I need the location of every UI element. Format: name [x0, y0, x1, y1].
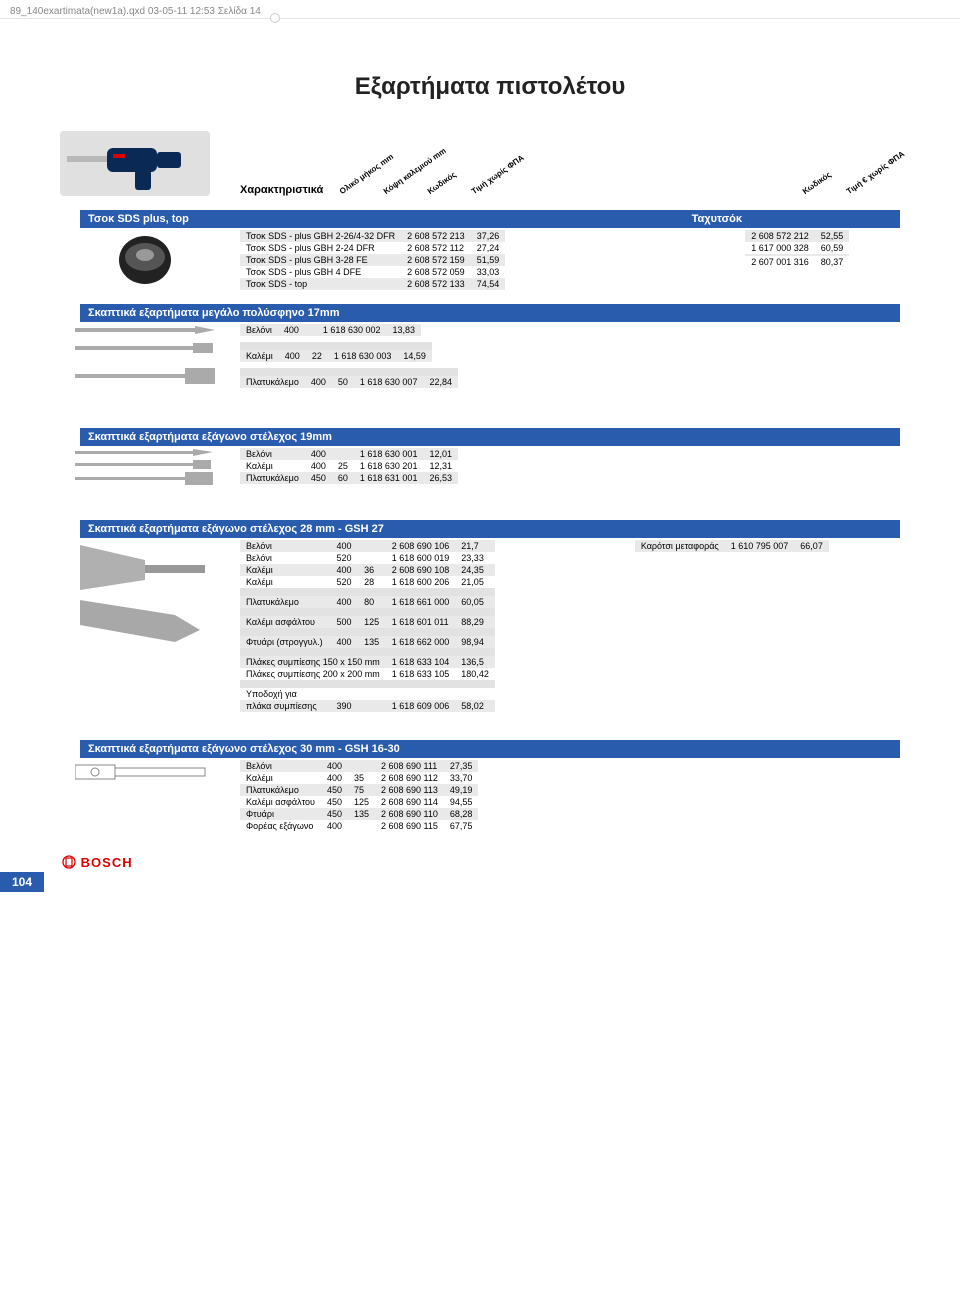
- sds-chuck-photo: [70, 230, 220, 290]
- section-5-table: Βελόνι4002 608 690 11127,35 Καλέμι400352…: [240, 760, 478, 832]
- col-length: Ολικό μήκος mm: [338, 183, 351, 196]
- s3-block: Βελόνι4001 618 630 00112,01 Καλέμι400251…: [80, 448, 900, 486]
- chisel-set-icon: [70, 448, 220, 486]
- s2-row2: Καλέμι400221 618 630 00314,59: [80, 342, 900, 362]
- section-3-title: Σκαπτικά εξαρτήματα εξάγωνο στέλεχος 19m…: [88, 431, 332, 443]
- brand-text: BOSCH: [81, 855, 133, 870]
- s5-block: Βελόνι4002 608 690 11127,35 Καλέμι400352…: [80, 760, 900, 832]
- pointed-chisel-icon: [70, 324, 220, 336]
- section-1-block: Τσοκ SDS - plus GBH 2-26/4-32 DFR2 608 5…: [80, 230, 900, 290]
- section-5-title: Σκαπτικά εξαρτήματα εξάγωνο στέλεχος 30 …: [88, 743, 400, 755]
- s4-block: Βελόνι4002 608 690 10621,7 Βελόνι5201 61…: [80, 540, 900, 712]
- scanner-mark: [270, 13, 280, 23]
- section-4-title: Σκαπτικά εξαρτήματα εξάγωνο στέλεχος 28 …: [88, 523, 384, 535]
- product-photo-drill: [60, 131, 210, 196]
- col-price-r: Τιμή € χωρίς ΦΠΑ: [845, 183, 858, 196]
- section-5-bar: Σκαπτικά εξαρτήματα εξάγωνο στέλεχος 30 …: [80, 740, 900, 758]
- doc-meta-header: 89_140exartimata(new1a).qxd 03-05-11 12:…: [0, 0, 960, 23]
- scanner-line: [0, 18, 960, 19]
- col-price: Τιμή χωρίς ΦΠΑ: [470, 183, 483, 196]
- gsh27-photo: [70, 540, 220, 680]
- page-title: Εξαρτήματα πιστολέτου: [80, 73, 900, 101]
- section-1-bar: Τσοκ SDS plus, top Ταχυτσόκ: [80, 210, 900, 228]
- column-header-row: Χαρακτηριστικά Ολικό μήκος mm Κόψη καλεμ…: [80, 131, 900, 196]
- brand-logo: BOSCH: [62, 855, 133, 870]
- section-2-bar: Σκαπτικά εξαρτήματα μεγάλο πολύσφηνο 17m…: [80, 304, 900, 322]
- hex30-icon: [70, 760, 220, 784]
- page-number: 104: [0, 872, 44, 892]
- left-column-labels: Ολικό μήκος mm Κόψη καλεμιού mm Κωδικός …: [343, 156, 485, 196]
- section-3-table: Βελόνι4001 618 630 00112,01 Καλέμι400251…: [240, 448, 458, 484]
- section-1-title-left: Τσοκ SDS plus, top: [88, 213, 189, 225]
- section-1-table-right: 2 608 572 21252,55 1 617 000 32860,59 2 …: [745, 230, 849, 268]
- flat-chisel-icon: [70, 342, 220, 354]
- section-4-bar: Σκαπτικά εξαρτήματα εξάγωνο στέλεχος 28 …: [80, 520, 900, 538]
- characteristics-label: Χαρακτηριστικά: [240, 184, 323, 196]
- section-2-title: Σκαπτικά εξαρτήματα μεγάλο πολύσφηνο 17m…: [88, 307, 339, 319]
- s2-row3: Πλατυκάλεμο400501 618 630 00722,84: [80, 368, 900, 388]
- wide-chisel-icon: [70, 368, 220, 384]
- col-code-r: Κωδικός: [801, 183, 814, 196]
- section-1-title-right: Ταχυτσόκ: [692, 213, 742, 225]
- col-edge: Κόψη καλεμιού mm: [382, 183, 395, 196]
- right-column-labels: Κωδικός Τιμή € χωρίς ΦΠΑ: [806, 156, 860, 196]
- section-3-bar: Σκαπτικά εξαρτήματα εξάγωνο στέλεχος 19m…: [80, 428, 900, 446]
- s2-row1: Βελόνι4001 618 630 00213,83: [80, 324, 900, 336]
- section-1-table-left: Τσοκ SDS - plus GBH 2-26/4-32 DFR2 608 5…: [240, 230, 505, 290]
- col-code: Κωδικός: [426, 183, 439, 196]
- s4-table-main: Βελόνι4002 608 690 10621,7 Βελόνι5201 61…: [240, 540, 495, 712]
- s4-table-right: Καρότσι μεταφοράς1 610 795 00766,07: [635, 540, 829, 552]
